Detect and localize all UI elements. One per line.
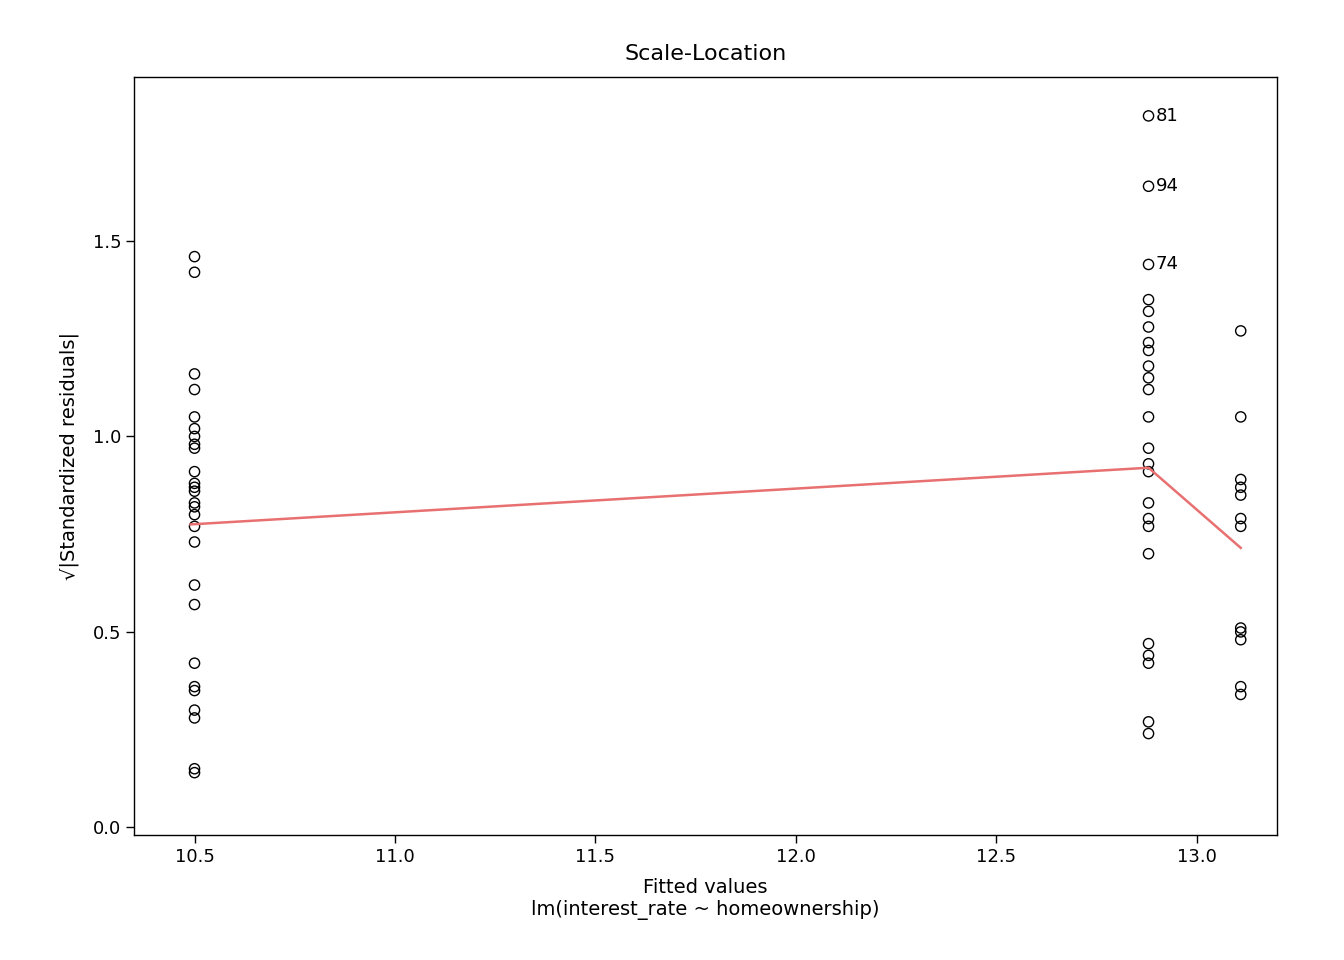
Point xyxy=(184,437,206,452)
Point xyxy=(1230,624,1251,639)
Point xyxy=(184,409,206,424)
Point xyxy=(1230,409,1251,424)
Point xyxy=(1138,636,1160,651)
Point xyxy=(1230,518,1251,534)
Point xyxy=(184,703,206,718)
Point xyxy=(184,464,206,479)
Point xyxy=(1138,511,1160,526)
Y-axis label: √|Standardized residuals|: √|Standardized residuals| xyxy=(59,332,79,580)
Point xyxy=(1138,179,1160,194)
Point xyxy=(184,249,206,264)
Point xyxy=(1230,620,1251,636)
Point xyxy=(184,656,206,671)
Text: 74: 74 xyxy=(1156,255,1179,274)
Point xyxy=(1138,358,1160,373)
Text: 81: 81 xyxy=(1156,107,1179,125)
Point xyxy=(1230,632,1251,647)
Point xyxy=(184,265,206,280)
Point xyxy=(1138,656,1160,671)
Point xyxy=(1230,679,1251,694)
Point xyxy=(1230,324,1251,339)
Point xyxy=(1138,714,1160,730)
Point xyxy=(1138,382,1160,397)
Point xyxy=(1138,518,1160,534)
X-axis label: Fitted values
lm(interest_rate ~ homeownership): Fitted values lm(interest_rate ~ homeown… xyxy=(531,877,880,920)
Point xyxy=(184,484,206,499)
Point xyxy=(1138,335,1160,350)
Point xyxy=(184,507,206,522)
Point xyxy=(1138,546,1160,562)
Point xyxy=(184,765,206,780)
Point xyxy=(1138,303,1160,319)
Point xyxy=(184,518,206,534)
Point xyxy=(1138,292,1160,307)
Point xyxy=(184,577,206,592)
Title: Scale-Location: Scale-Location xyxy=(625,44,786,64)
Point xyxy=(1138,456,1160,471)
Point xyxy=(184,429,206,444)
Point xyxy=(1138,726,1160,741)
Point xyxy=(1230,686,1251,702)
Point xyxy=(1230,480,1251,495)
Point xyxy=(1230,471,1251,487)
Point xyxy=(1138,320,1160,335)
Point xyxy=(184,382,206,397)
Point xyxy=(1138,648,1160,663)
Point xyxy=(184,761,206,777)
Point xyxy=(184,597,206,612)
Point xyxy=(1230,511,1251,526)
Point xyxy=(1138,495,1160,511)
Point xyxy=(184,679,206,694)
Point xyxy=(184,420,206,436)
Point xyxy=(184,476,206,492)
Point xyxy=(1138,108,1160,124)
Point xyxy=(1138,343,1160,358)
Text: 94: 94 xyxy=(1156,178,1179,195)
Point xyxy=(1230,488,1251,503)
Point xyxy=(184,710,206,726)
Point xyxy=(184,499,206,515)
Point xyxy=(1138,409,1160,424)
Point xyxy=(1138,371,1160,386)
Point xyxy=(1138,256,1160,272)
Point xyxy=(184,480,206,495)
Point xyxy=(1138,441,1160,456)
Point xyxy=(184,441,206,456)
Point xyxy=(184,495,206,511)
Point xyxy=(184,366,206,381)
Point xyxy=(184,535,206,550)
Point xyxy=(184,683,206,698)
Point xyxy=(1138,464,1160,479)
